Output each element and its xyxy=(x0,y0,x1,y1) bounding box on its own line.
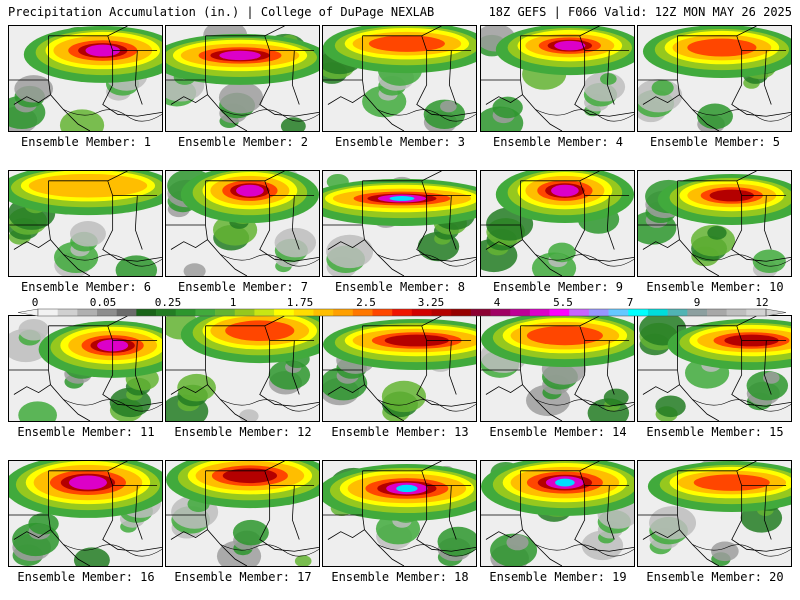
ensemble-member-map xyxy=(8,25,163,132)
colorbar-swatch xyxy=(451,309,472,316)
colorbar-swatch xyxy=(372,309,393,316)
colorbar-swatch xyxy=(352,309,373,316)
ensemble-member-label: Ensemble Member: 8 xyxy=(334,280,466,294)
ensemble-member-label: Ensemble Member: 16 xyxy=(17,570,155,584)
ensemble-member-map xyxy=(637,315,792,422)
colorbar-tick-label: 3.25 xyxy=(417,296,445,309)
colorbar-swatch xyxy=(529,309,550,316)
colorbar-swatch xyxy=(293,309,314,316)
ensemble-member-label: Ensemble Member: 2 xyxy=(177,135,309,149)
ensemble-member-map xyxy=(637,25,792,132)
ensemble-member-map xyxy=(165,25,320,132)
colorbar-swatch xyxy=(647,309,668,316)
ensemble-member-map xyxy=(480,25,635,132)
colorbar-swatch xyxy=(333,309,354,316)
colorbar-swatch xyxy=(57,309,78,316)
colorbar-tick-label: 2.5 xyxy=(356,296,376,309)
colorbar-swatch xyxy=(254,309,275,316)
colorbar-swatch xyxy=(175,309,196,316)
ensemble-member-label: Ensemble Member: 5 xyxy=(649,135,781,149)
ensemble-member-label: Ensemble Member: 20 xyxy=(646,570,784,584)
ensemble-member-label: Ensemble Member: 9 xyxy=(492,280,624,294)
colorbar-tick-label: 9 xyxy=(693,296,701,309)
ensemble-member-label: Ensemble Member: 13 xyxy=(331,425,469,439)
model-run-info: 18Z GEFS | F066 Valid: 12Z MON MAY 26 20… xyxy=(488,5,792,19)
ensemble-member-map xyxy=(8,460,163,567)
ensemble-member-map xyxy=(480,460,635,567)
ensemble-member-label: Ensemble Member: 1 xyxy=(20,135,152,149)
colorbar-swatch xyxy=(313,309,334,316)
ensemble-member-label: Ensemble Member: 4 xyxy=(492,135,624,149)
colorbar-max-arrow xyxy=(765,308,786,317)
ensemble-member-label: Ensemble Member: 7 xyxy=(177,280,309,294)
colorbar-swatch xyxy=(510,309,531,316)
colorbar-tick-label: 0 xyxy=(31,296,39,309)
ensemble-member-map xyxy=(322,170,477,277)
colorbar-swatch xyxy=(470,309,491,316)
colorbar-swatch xyxy=(97,309,118,316)
colorbar-swatch xyxy=(215,309,236,316)
colorbar-tick-label: 0.25 xyxy=(154,296,182,309)
ensemble-member-label: Ensemble Member: 19 xyxy=(489,570,627,584)
colorbar-swatch xyxy=(687,309,708,316)
ensemble-member-label: Ensemble Member: 11 xyxy=(17,425,155,439)
colorbar-swatch xyxy=(667,309,688,316)
ensemble-member-map xyxy=(165,315,320,422)
colorbar-swatch xyxy=(628,309,649,316)
ensemble-member-map xyxy=(322,460,477,567)
ensemble-member-label: Ensemble Member: 3 xyxy=(334,135,466,149)
colorbar-swatch xyxy=(706,309,727,316)
ensemble-member-map xyxy=(322,315,477,422)
colorbar-swatch xyxy=(490,309,511,316)
colorbar-swatch xyxy=(77,309,98,316)
colorbar-swatch xyxy=(116,309,137,316)
colorbar-swatch xyxy=(588,309,609,316)
ensemble-member-label: Ensemble Member: 15 xyxy=(646,425,784,439)
colorbar-tick-label: 4 xyxy=(493,296,501,309)
colorbar-swatch xyxy=(746,309,767,316)
colorbar-swatch xyxy=(549,309,570,316)
map-title: Precipitation Accumulation (in.) | Colle… xyxy=(8,5,435,19)
ensemble-member-label: Ensemble Member: 12 xyxy=(174,425,312,439)
colorbar-swatch xyxy=(569,309,590,316)
colorbar-swatch xyxy=(726,309,747,316)
colorbar-swatch xyxy=(136,309,157,316)
colorbar-tick-label: 1.75 xyxy=(286,296,314,309)
ensemble-member-label: Ensemble Member: 17 xyxy=(174,570,312,584)
colorbar-swatch xyxy=(431,309,452,316)
ensemble-member-label: Ensemble Member: 18 xyxy=(331,570,469,584)
ensemble-member-map xyxy=(165,170,320,277)
colorbar-tick-label: 1 xyxy=(229,296,237,309)
ensemble-member-map xyxy=(480,315,635,422)
colorbar-tick-label: 7 xyxy=(626,296,634,309)
colorbar-swatch xyxy=(38,309,58,316)
ensemble-member-map xyxy=(8,315,163,422)
colorbar-swatch xyxy=(156,309,177,316)
ensemble-member-label: Ensemble Member: 14 xyxy=(489,425,627,439)
precipitation-colorbar xyxy=(18,308,786,317)
colorbar-swatch xyxy=(274,309,295,316)
colorbar-swatch xyxy=(411,309,432,316)
ensemble-member-map xyxy=(165,460,320,567)
ensemble-member-map xyxy=(637,460,792,567)
ensemble-member-map xyxy=(322,25,477,132)
colorbar-min-arrow xyxy=(18,308,39,317)
colorbar-swatch xyxy=(608,309,629,316)
ensemble-member-map xyxy=(8,170,163,277)
ensemble-member-map xyxy=(480,170,635,277)
ensemble-member-label: Ensemble Member: 10 xyxy=(646,280,784,294)
colorbar-tick-label: 12 xyxy=(755,296,769,309)
ensemble-member-map xyxy=(637,170,792,277)
ensemble-member-label: Ensemble Member: 6 xyxy=(20,280,152,294)
colorbar-swatch xyxy=(195,309,216,316)
colorbar-tick-label: 5.5 xyxy=(553,296,573,309)
colorbar-swatch xyxy=(234,309,255,316)
colorbar-swatch xyxy=(392,309,413,316)
colorbar-tick-label: 0.05 xyxy=(89,296,117,309)
